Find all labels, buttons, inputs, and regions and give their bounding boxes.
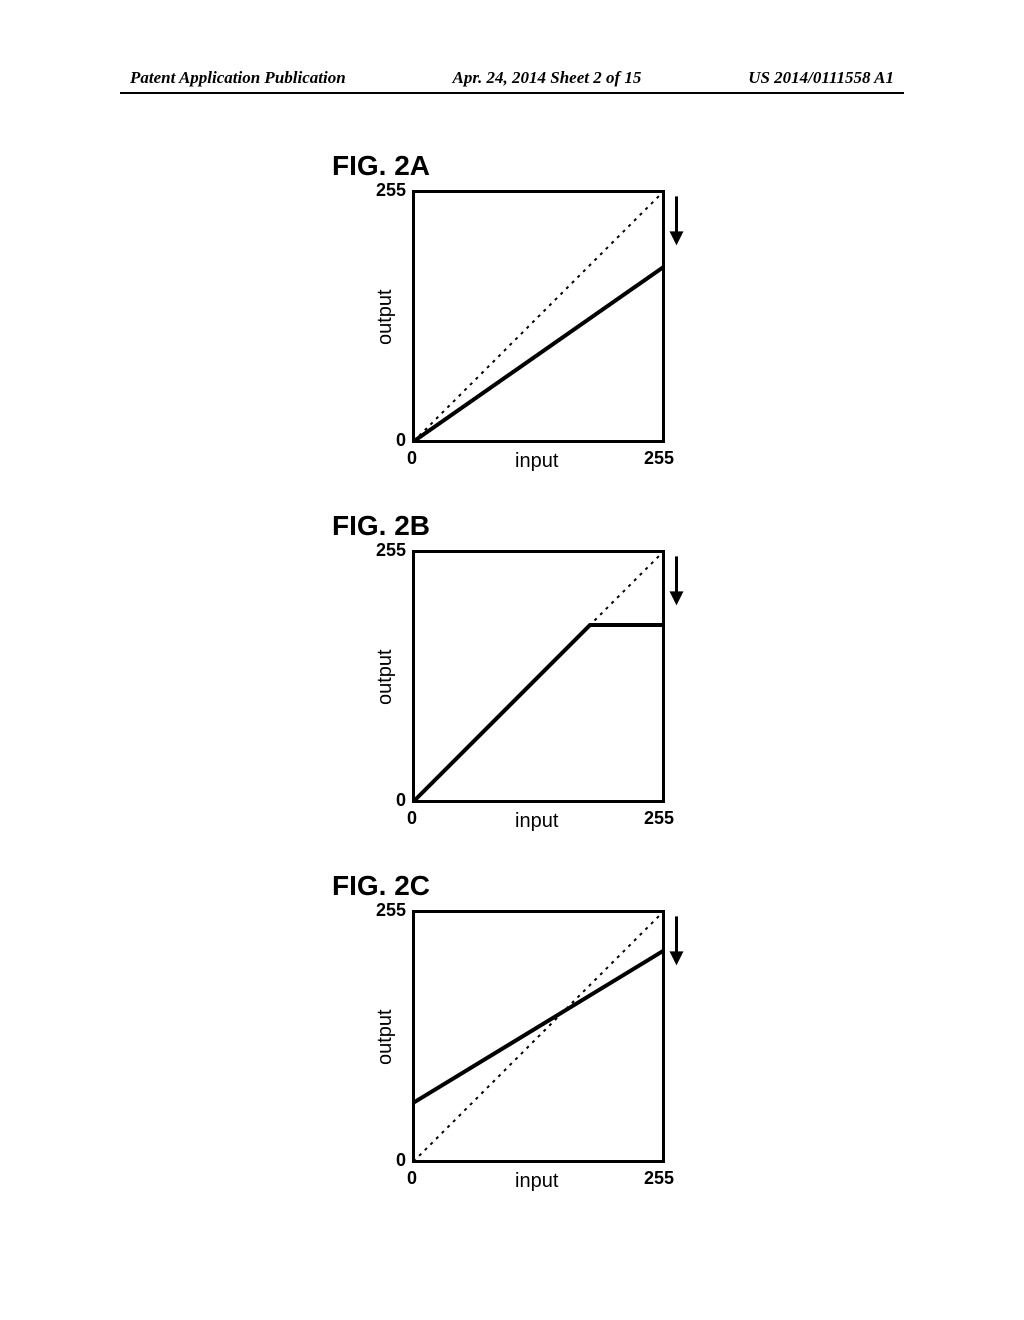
x-tick-label: 0 (407, 448, 417, 469)
chart-plot (412, 910, 702, 1170)
x-tick-label: 0 (407, 1168, 417, 1189)
figure-2C: FIG. 2C output input 0 255 0 255 (302, 870, 722, 1230)
y-tick-label: 0 (396, 430, 406, 451)
x-axis-label: input (515, 1170, 558, 1193)
figure-title: FIG. 2B (332, 510, 430, 542)
y-tick-label: 0 (396, 1150, 406, 1171)
figure-2A: FIG. 2A output input 0 255 0 255 (302, 150, 722, 510)
y-axis-label: output (374, 289, 397, 345)
y-axis-label: output (374, 649, 397, 705)
x-axis-label: input (515, 810, 558, 833)
x-tick-label: 255 (644, 448, 674, 469)
y-tick-label: 0 (396, 790, 406, 811)
chart-plot (412, 190, 702, 450)
figure-title: FIG. 2C (332, 870, 430, 902)
header-center: Apr. 24, 2014 Sheet 2 of 15 (452, 68, 641, 88)
x-axis-label: input (515, 450, 558, 473)
y-tick-label: 255 (376, 900, 406, 921)
y-tick-label: 255 (376, 180, 406, 201)
header-right: US 2014/0111558 A1 (748, 68, 894, 88)
page-header: Patent Application Publication Apr. 24, … (0, 68, 1024, 88)
x-tick-label: 255 (644, 808, 674, 829)
figure-2B: FIG. 2B output input 0 255 0 255 (302, 510, 722, 870)
header-left: Patent Application Publication (130, 68, 346, 88)
x-tick-label: 0 (407, 808, 417, 829)
y-tick-label: 255 (376, 540, 406, 561)
x-tick-label: 255 (644, 1168, 674, 1189)
chart-plot (412, 550, 702, 810)
figure-title: FIG. 2A (332, 150, 430, 182)
y-axis-label: output (374, 1009, 397, 1065)
header-rule (120, 92, 904, 94)
